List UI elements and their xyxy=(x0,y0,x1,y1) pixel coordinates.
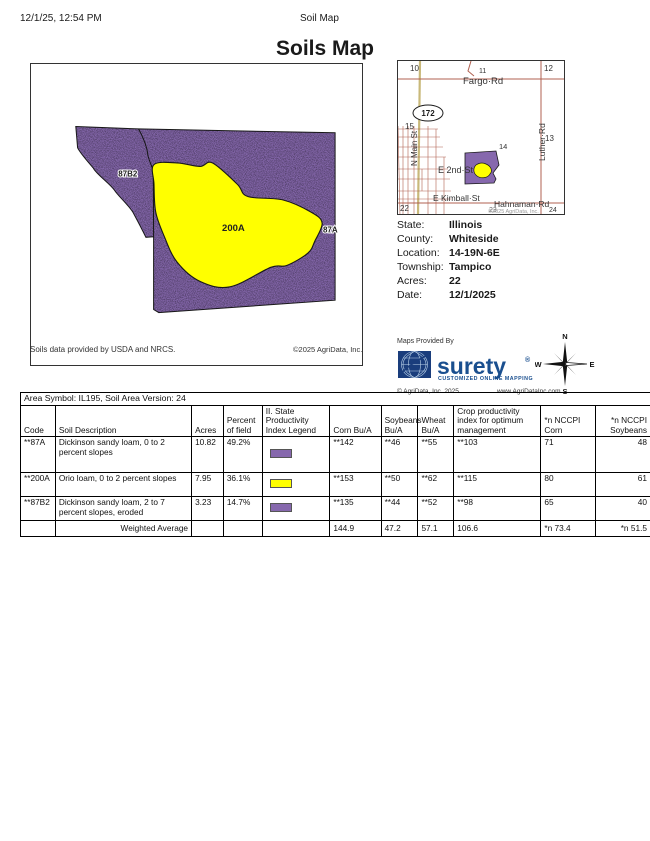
svg-text:E 2nd·St: E 2nd·St xyxy=(438,165,474,175)
svg-text:14: 14 xyxy=(499,142,507,151)
svg-text:87B2: 87B2 xyxy=(118,170,138,179)
svg-text:22: 22 xyxy=(400,204,409,213)
svg-text:12: 12 xyxy=(544,64,553,73)
svg-text:E Kimball·St: E Kimball·St xyxy=(433,193,480,203)
svg-text:E: E xyxy=(589,360,594,369)
svg-text:CUSTOMIZED ONLINE MAPPING: CUSTOMIZED ONLINE MAPPING xyxy=(438,376,533,382)
svg-text:©2025 AgriData, Inc.: ©2025 AgriData, Inc. xyxy=(488,208,539,215)
svg-text:W: W xyxy=(535,360,542,369)
svg-text:200A: 200A xyxy=(222,223,245,234)
svg-text:11: 11 xyxy=(479,68,486,75)
svg-text:10: 10 xyxy=(410,64,419,73)
svg-text:87A: 87A xyxy=(323,226,338,235)
svg-text:Hahnaman·Rd: Hahnaman·Rd xyxy=(494,199,550,209)
svg-text:Fargo·Rd: Fargo·Rd xyxy=(463,76,503,87)
svg-text:®: ® xyxy=(525,356,531,364)
svg-text:15: 15 xyxy=(405,122,414,131)
svg-text:172: 172 xyxy=(421,109,435,118)
svg-text:N: N xyxy=(562,332,567,341)
svg-text:24: 24 xyxy=(549,207,557,214)
svg-text:N Main St: N Main St xyxy=(410,130,419,166)
svg-text:Luther·Rd: Luther·Rd xyxy=(537,123,547,161)
